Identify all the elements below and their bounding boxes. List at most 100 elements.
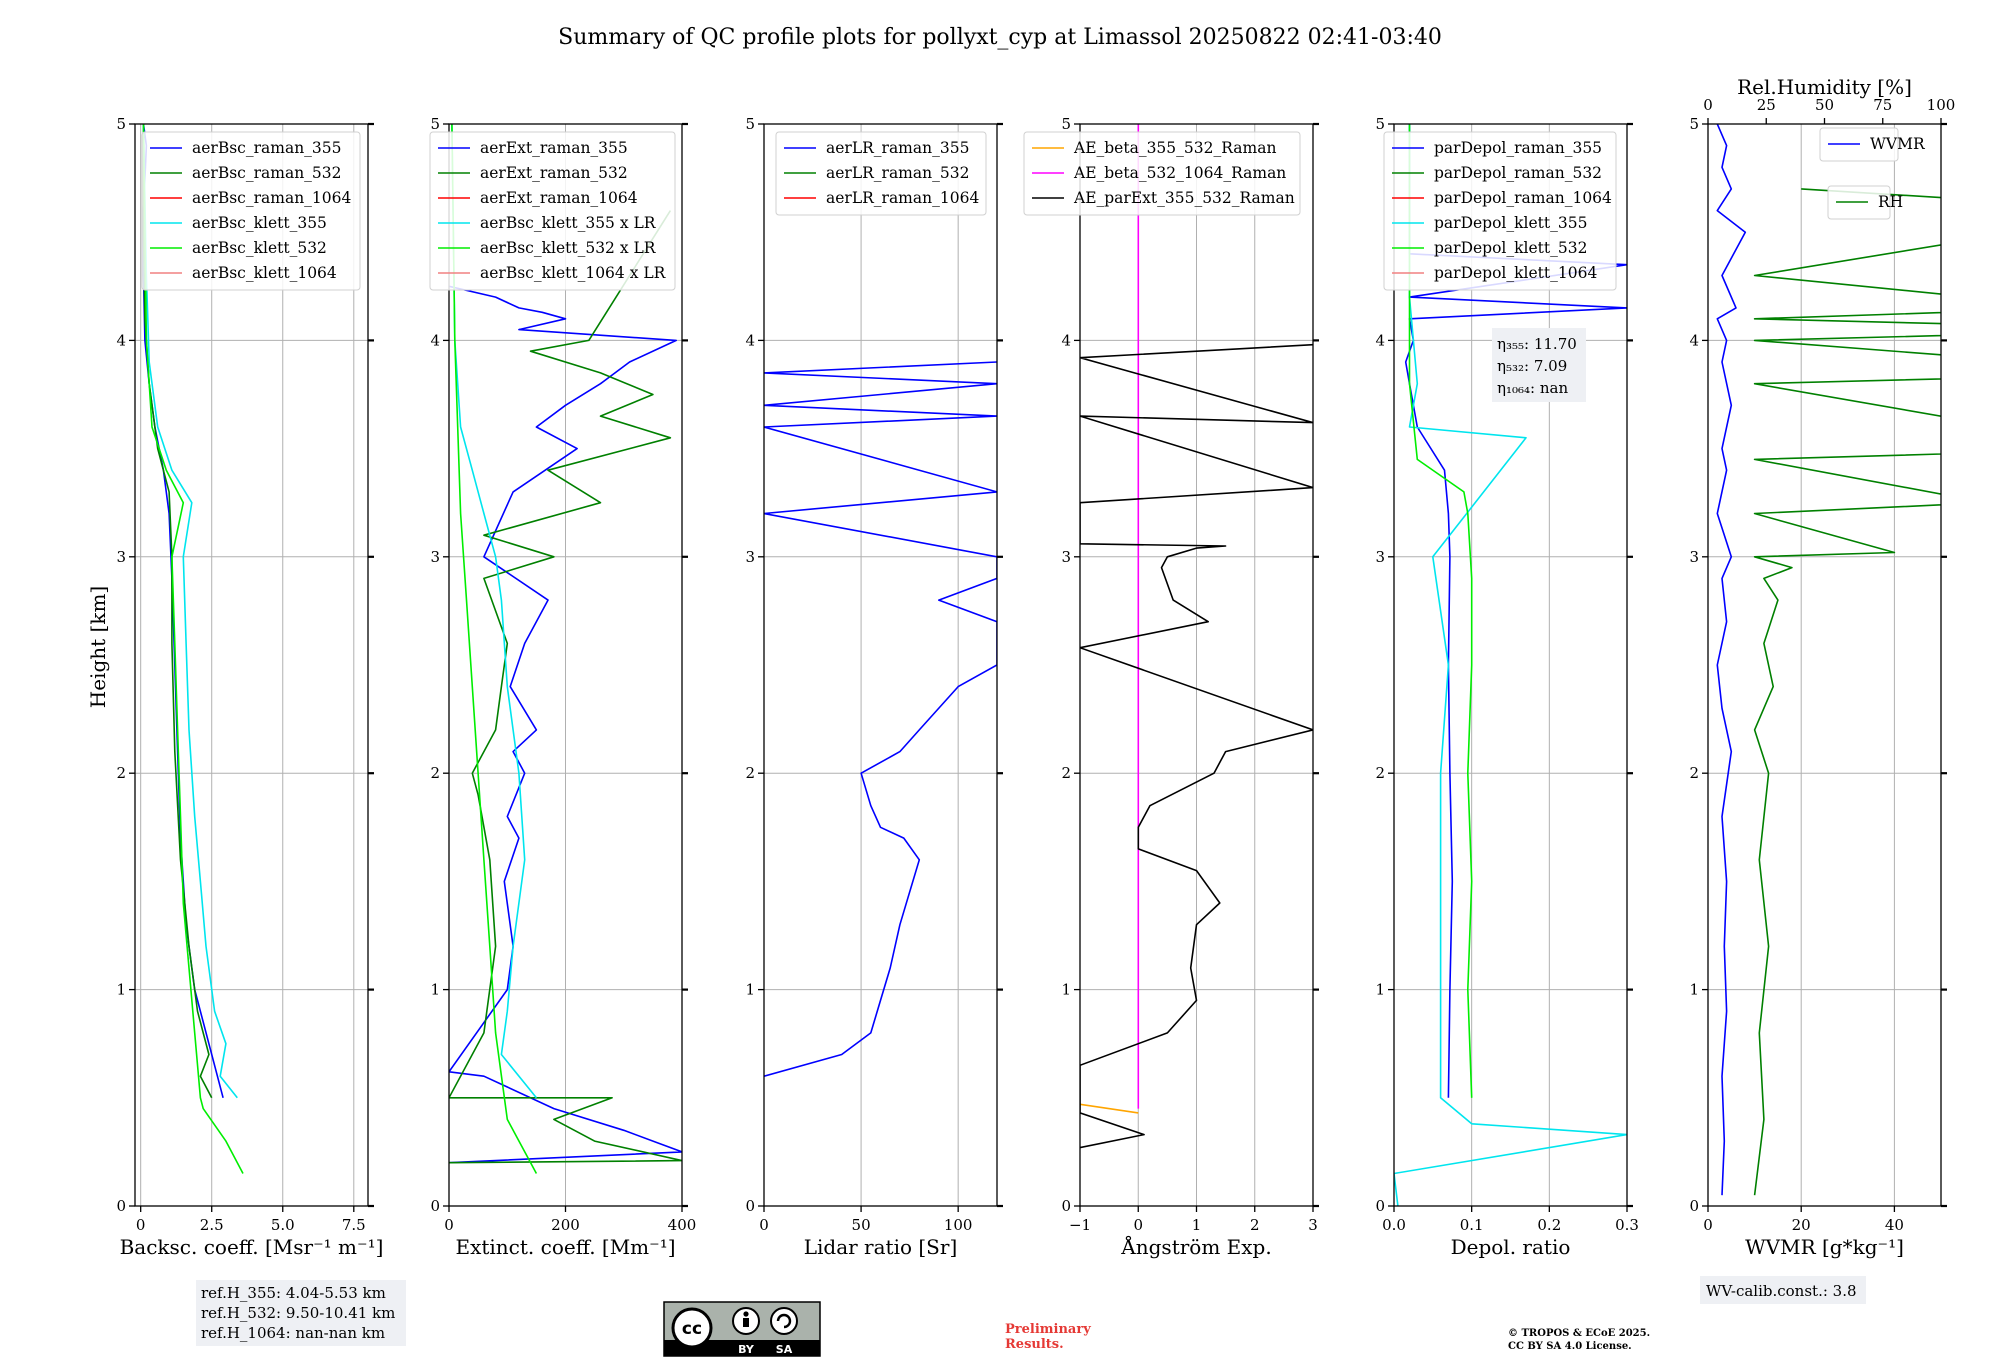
legend-entry: aerLR_raman_355 xyxy=(826,139,969,157)
by-person-body xyxy=(743,1318,749,1327)
legend-entry: RH xyxy=(1878,193,1903,211)
x-tick-label: 100 xyxy=(944,1216,973,1234)
panel-wv-series xyxy=(1716,124,1941,1196)
preliminary-line-1: Preliminary xyxy=(1005,1322,1091,1337)
ref-height-1064: ref.H_1064: nan-nan km xyxy=(201,1324,385,1342)
ref-height-532: ref.H_532: 9.50-10.41 km xyxy=(201,1304,395,1322)
eta-532: η₅₃₂: 7.09 xyxy=(1497,357,1567,375)
legend-entry: aerBsc_klett_532 xyxy=(192,239,327,257)
top-x-tick-label: 0 xyxy=(1703,96,1713,114)
copyright-line-1: © TROPOS & ECoE 2025. xyxy=(1508,1328,1650,1339)
y-tick-label: 1 xyxy=(116,981,126,999)
panel-depol-series xyxy=(1394,124,1627,1206)
y-tick-label: 2 xyxy=(745,764,755,782)
y-tick-label: 5 xyxy=(1375,115,1385,133)
panel-ext-series xyxy=(449,124,682,1174)
legend-entry: WVMR xyxy=(1870,135,1926,153)
y-axis-label: Height [km] xyxy=(86,586,110,708)
by-person-head xyxy=(743,1311,749,1317)
legend-entry: AE_beta_532_1064_Raman xyxy=(1073,164,1286,182)
y-tick-label: 1 xyxy=(430,981,440,999)
x-tick-label: 7.5 xyxy=(342,1216,366,1234)
x-tick-label: 50 xyxy=(852,1216,871,1234)
y-tick-label: 4 xyxy=(430,331,440,349)
series-line-RH xyxy=(1753,188,1941,1196)
ref-height-box: ref.H_355: 4.04-5.53 km ref.H_532: 9.50-… xyxy=(196,1280,406,1346)
ref-height-bg xyxy=(196,1280,406,1346)
series-line-WVMR xyxy=(1716,124,1747,1196)
legend-entry: aerExt_raman_355 xyxy=(480,139,628,157)
y-tick-label: 4 xyxy=(116,331,126,349)
y-tick-label: 3 xyxy=(745,548,755,566)
legend-entry: parDepol_raman_1064 xyxy=(1434,189,1612,207)
y-tick-label: 0 xyxy=(1689,1197,1699,1215)
series-line-aerBsc_klett_532 xyxy=(142,124,244,1174)
y-tick-label: 2 xyxy=(1689,764,1699,782)
y-tick-label: 3 xyxy=(1061,548,1071,566)
legend-entry: parDepol_raman_355 xyxy=(1434,139,1602,157)
panel-bsc-xlabel: Backsc. coeff. [Msr⁻¹ m⁻¹] xyxy=(120,1235,384,1259)
wv-calib-bg xyxy=(1700,1276,1866,1304)
top-x-tick-label: 75 xyxy=(1873,96,1892,114)
y-tick-label: 2 xyxy=(430,764,440,782)
legend-entry: aerBsc_raman_1064 xyxy=(192,189,352,207)
legend-entry: aerBsc_raman_355 xyxy=(192,139,342,157)
preliminary-line-2: Results. xyxy=(1005,1337,1064,1352)
legend-entry: AE_parExt_355_532_Raman xyxy=(1073,189,1295,207)
legend-entry: aerExt_raman_1064 xyxy=(480,189,638,207)
y-tick-label: 0 xyxy=(745,1197,755,1215)
top-x-tick-label: 25 xyxy=(1757,96,1776,114)
panel-ae-series xyxy=(1080,124,1313,1149)
x-tick-label: 40 xyxy=(1885,1216,1904,1234)
figure-title: Summary of QC profile plots for pollyxt_… xyxy=(558,25,1442,50)
series-line-aerExt_raman_355 xyxy=(449,285,682,1164)
y-tick-label: 3 xyxy=(1689,548,1699,566)
cc-license-badge: cc BY SA xyxy=(663,1301,821,1357)
panel-depol-frame xyxy=(1393,123,1628,1207)
x-tick-label: 5.0 xyxy=(271,1216,295,1234)
x-tick-label: 0 xyxy=(136,1216,146,1234)
panel-wv-xlabel: WVMR [g*kg⁻¹] xyxy=(1745,1235,1904,1259)
y-tick-label: 4 xyxy=(1689,331,1699,349)
series-line-aerExt_raman_532 xyxy=(449,210,682,1164)
y-tick-label: 0 xyxy=(1375,1197,1385,1215)
y-tick-label: 3 xyxy=(430,548,440,566)
eta-1064: η₁₀₆₄: nan xyxy=(1497,379,1568,397)
legend-entry: aerExt_raman_532 xyxy=(480,164,628,182)
top-x-tick-label: 100 xyxy=(1927,96,1956,114)
legend-box xyxy=(1383,131,1617,291)
panel-lr-frame xyxy=(763,123,998,1207)
wv-calib-text: WV-calib.const.: 3.8 xyxy=(1706,1282,1857,1300)
y-tick-label: 0 xyxy=(116,1197,126,1215)
legend-entry: parDepol_klett_1064 xyxy=(1434,264,1597,282)
panel-wv-top-xlabel: Rel.Humidity [%] xyxy=(1737,75,1912,99)
x-tick-label: 0.0 xyxy=(1382,1216,1406,1234)
panel-wv-frame xyxy=(1707,123,1942,1207)
panel-ae-xlabel: Ångström Exp. xyxy=(1120,1234,1271,1259)
x-tick-label: 200 xyxy=(551,1216,580,1234)
x-tick-label: 20 xyxy=(1792,1216,1811,1234)
panel-ext-xlabel: Extinct. coeff. [Mm⁻¹] xyxy=(455,1235,675,1259)
panel-depol-xlabel: Depol. ratio xyxy=(1451,1235,1571,1259)
x-tick-label: 0 xyxy=(1133,1216,1143,1234)
legend-entry: aerBsc_klett_355 x LR xyxy=(480,214,657,232)
y-tick-label: 4 xyxy=(1375,331,1385,349)
eta-box: η₃₅₅: 11.70 η₅₃₂: 7.09 η₁₀₆₄: nan xyxy=(1492,328,1586,402)
x-tick-label: 2.5 xyxy=(200,1216,224,1234)
series-line-AE_beta_355_532_Raman xyxy=(1080,1103,1139,1114)
series-line-aerBsc_klett_355 x LR xyxy=(451,124,538,1099)
legend-box xyxy=(141,131,361,291)
series-line-parDepol_klett_355 xyxy=(1394,124,1627,1206)
x-tick-label: 3 xyxy=(1308,1216,1318,1234)
y-tick-label: 4 xyxy=(1061,331,1071,349)
legend-entry: parDepol_klett_355 xyxy=(1434,214,1587,232)
legend-entry: aerBsc_klett_532 x LR xyxy=(480,239,657,257)
legend-box xyxy=(429,131,676,291)
x-tick-label: 0.3 xyxy=(1615,1216,1639,1234)
y-tick-label: 1 xyxy=(745,981,755,999)
grid-layer xyxy=(135,123,1941,1207)
cc-circle-icon xyxy=(671,1307,713,1349)
by-label: BY xyxy=(738,1343,755,1356)
y-tick-label: 5 xyxy=(745,115,755,133)
